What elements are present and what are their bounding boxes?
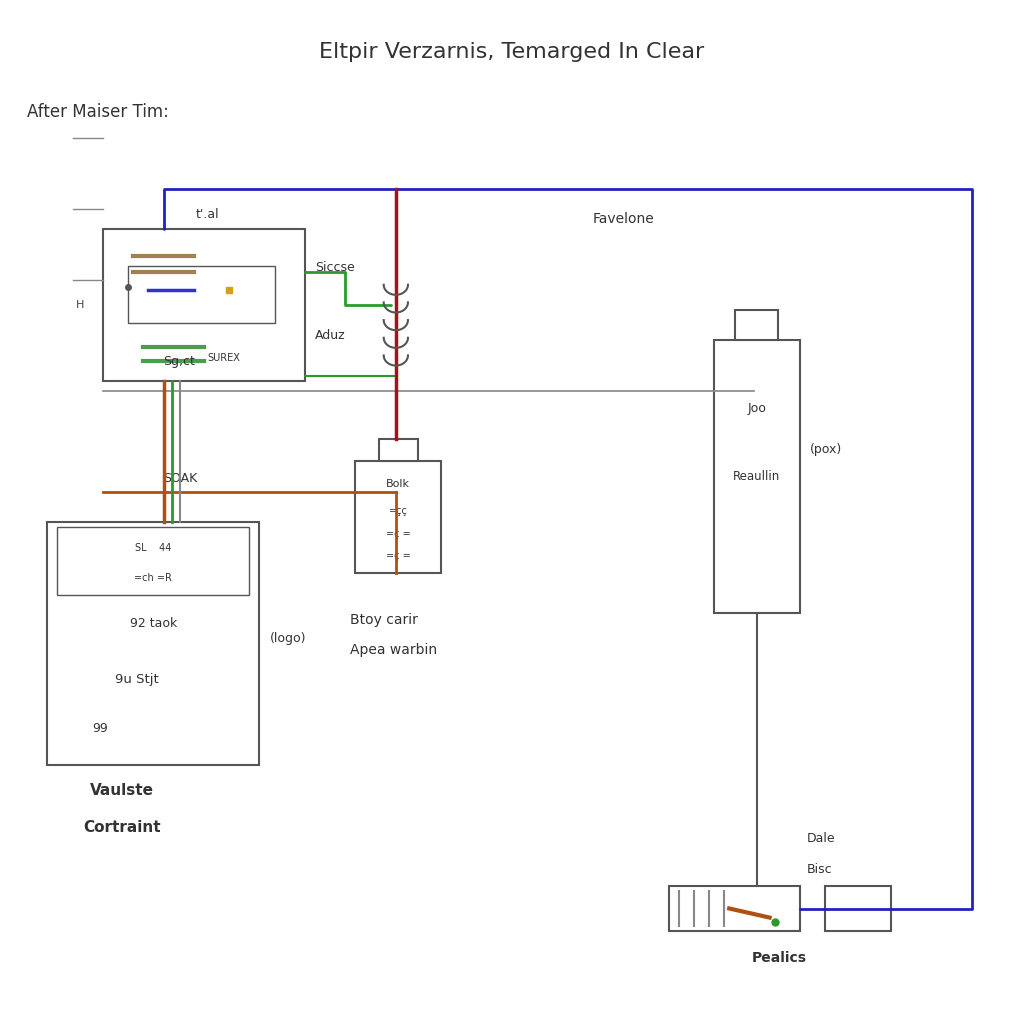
Text: Eltpir Verzarnis, Temarged In Clear: Eltpir Verzarnis, Temarged In Clear — [319, 42, 705, 62]
Text: =çç: =çç — [389, 507, 408, 516]
Text: Btoy carir: Btoy carir — [350, 613, 418, 627]
Bar — [47, 522, 259, 765]
Text: (pox): (pox) — [810, 442, 842, 456]
Text: Favelone: Favelone — [593, 212, 654, 226]
Bar — [735, 310, 778, 340]
Text: =ç =: =ç = — [386, 528, 411, 539]
Bar — [825, 886, 891, 931]
Text: Siccse: Siccse — [315, 260, 354, 273]
Text: =ç =: =ç = — [386, 551, 411, 561]
Text: SUREX: SUREX — [208, 353, 241, 362]
Text: 92 taok: 92 taok — [130, 617, 177, 631]
Text: Dale: Dale — [807, 833, 836, 846]
Bar — [57, 527, 250, 595]
Bar — [355, 462, 441, 572]
Text: Pealics: Pealics — [753, 951, 807, 966]
Text: SL    44: SL 44 — [135, 543, 172, 553]
Text: 9u Stjt: 9u Stjt — [115, 673, 159, 686]
Bar — [669, 886, 800, 931]
Text: After Maiser Tim:: After Maiser Tim: — [28, 102, 169, 121]
Text: H: H — [77, 300, 85, 310]
Text: Cortraint: Cortraint — [83, 820, 161, 836]
Bar — [714, 340, 800, 613]
Text: Bisc: Bisc — [807, 862, 833, 876]
Text: Vaulste: Vaulste — [89, 782, 154, 798]
Text: t'.al: t'.al — [197, 208, 220, 221]
Text: Reaullin: Reaullin — [733, 470, 780, 483]
Bar — [128, 265, 274, 324]
Text: =ch =R: =ch =R — [134, 573, 172, 583]
Text: Aduz: Aduz — [315, 329, 346, 342]
Text: Apea warbin: Apea warbin — [350, 643, 437, 657]
Bar — [102, 229, 305, 381]
Text: Joo: Joo — [748, 402, 766, 415]
Text: (logo): (logo) — [269, 632, 306, 645]
Text: SOAK: SOAK — [164, 472, 198, 484]
Text: Bolk: Bolk — [386, 478, 411, 488]
Text: Sg,ct: Sg,ct — [164, 354, 196, 368]
Text: 99: 99 — [92, 722, 109, 734]
Bar — [379, 439, 418, 462]
